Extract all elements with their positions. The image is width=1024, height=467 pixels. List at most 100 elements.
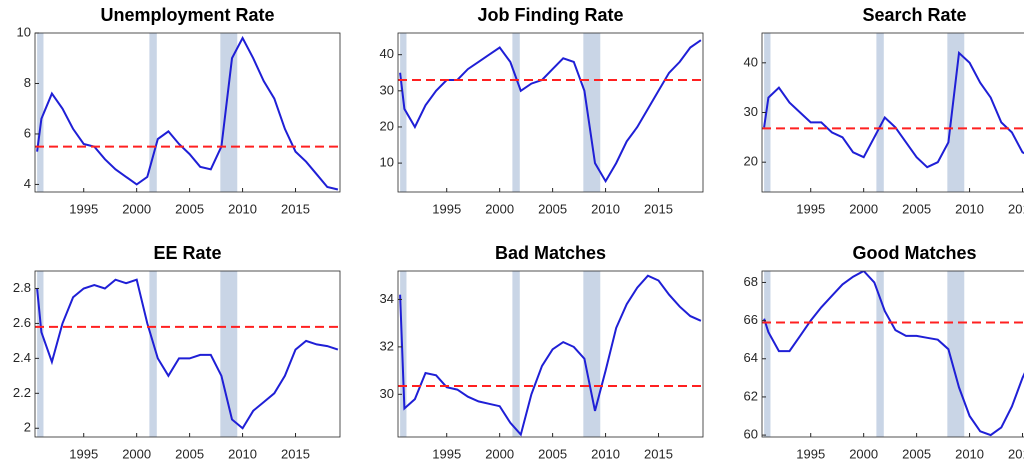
y-tick-label: 2.2	[13, 385, 31, 400]
x-tick-label: 2015	[644, 446, 673, 461]
recession-band	[512, 33, 520, 192]
recession-band	[220, 33, 238, 192]
recession-band	[400, 33, 407, 192]
y-tick-label: 40	[380, 46, 394, 61]
x-tick-label: 2000	[849, 201, 878, 216]
x-tick-label: 2015	[644, 201, 673, 216]
x-tick-label: 2000	[122, 201, 151, 216]
recession-band	[947, 33, 965, 192]
y-tick-label: 60	[744, 427, 758, 442]
x-tick-label: 2000	[122, 446, 151, 461]
panel: EE Rate 2 2.2 2.4 2.6 2.8 1995 2000 2005 2010 2015	[13, 243, 341, 461]
x-tick-label: 2010	[228, 201, 257, 216]
x-tick-label: 2010	[591, 446, 620, 461]
y-tick-label: 2.4	[13, 350, 31, 365]
recession-band	[876, 271, 884, 437]
y-tick-label: 32	[380, 338, 394, 353]
recession-band	[37, 33, 44, 192]
x-tick-label: 2010	[228, 446, 257, 461]
recession-band	[764, 271, 771, 437]
y-tick-label: 4	[24, 176, 31, 191]
series-line	[399, 274, 702, 437]
x-tick-label: 2015	[281, 201, 310, 216]
plot-area	[762, 271, 1024, 437]
axes-box	[397, 32, 704, 193]
plot-area	[398, 33, 703, 192]
x-tick-label: 1995	[796, 201, 825, 216]
panel: Good Matches 60 62 64 66 68 1995 2000 2005 2010 20…	[744, 243, 1024, 461]
x-tick-label: 2015	[1008, 446, 1024, 461]
series-line	[763, 50, 1024, 169]
x-tick-label: 1995	[69, 201, 98, 216]
x-tick-label: 2010	[591, 201, 620, 216]
panel-title: Search Rate	[862, 5, 966, 25]
x-tick-label: 1995	[796, 446, 825, 461]
x-tick-label: 2000	[485, 446, 514, 461]
x-tick-label: 2015	[281, 446, 310, 461]
panel: Bad Matches 30 32 34 1995 2000 2005 2010 2015	[380, 243, 704, 461]
axes-box	[34, 32, 341, 193]
axes-box	[397, 270, 704, 438]
panel: Job Finding Rate 10 20 30 40 1995 2000 2005 2010…	[380, 5, 704, 216]
x-tick-label: 2010	[955, 446, 984, 461]
recession-band	[583, 271, 601, 437]
y-tick-label: 62	[744, 388, 758, 403]
x-tick-label: 2005	[175, 201, 204, 216]
y-tick-label: 20	[380, 118, 394, 133]
recession-band	[37, 271, 44, 437]
plot-area	[35, 271, 340, 437]
y-tick-label: 10	[17, 24, 31, 39]
x-tick-label: 2000	[485, 201, 514, 216]
recession-band	[947, 271, 965, 437]
y-tick-label: 40	[744, 54, 758, 69]
y-tick-label: 2.6	[13, 315, 31, 330]
axes-box	[761, 270, 1024, 438]
x-tick-label: 1995	[69, 446, 98, 461]
y-tick-label: 6	[24, 125, 31, 140]
series-line	[763, 271, 1024, 437]
y-tick-label: 10	[380, 155, 394, 170]
plot-area	[35, 33, 340, 192]
panel-title: Good Matches	[852, 243, 976, 263]
x-tick-label: 2005	[902, 446, 931, 461]
x-tick-label: 2010	[955, 201, 984, 216]
x-tick-label: 2015	[1008, 201, 1024, 216]
recession-band	[149, 33, 157, 192]
recession-band	[583, 33, 601, 192]
panel-title: Job Finding Rate	[478, 5, 624, 25]
x-tick-label: 2005	[538, 446, 567, 461]
y-tick-label: 66	[744, 312, 758, 327]
y-tick-label: 64	[744, 350, 758, 365]
axes-box	[34, 270, 341, 438]
recession-band	[512, 271, 520, 437]
x-tick-label: 2005	[902, 201, 931, 216]
series-line	[36, 35, 339, 191]
x-tick-label: 2000	[849, 446, 878, 461]
series-line	[36, 278, 339, 430]
y-tick-label: 30	[380, 82, 394, 97]
recession-band	[220, 271, 238, 437]
y-tick-label: 2	[24, 420, 31, 435]
panel-title: Unemployment Rate	[100, 5, 274, 25]
x-tick-label: 2005	[175, 446, 204, 461]
recession-band	[149, 271, 157, 437]
y-tick-label: 8	[24, 75, 31, 90]
plot-area	[762, 33, 1024, 192]
y-tick-label: 2.8	[13, 280, 31, 295]
panel-title: Bad Matches	[495, 243, 606, 263]
recession-band	[764, 33, 771, 192]
y-tick-label: 34	[380, 291, 394, 306]
x-tick-label: 1995	[432, 446, 461, 461]
y-tick-label: 30	[380, 386, 394, 401]
y-tick-label: 68	[744, 274, 758, 289]
x-tick-label: 2005	[538, 201, 567, 216]
panel: Search Rate 20 30 40 1995 2000 2005 2010 2015	[744, 5, 1024, 216]
plot-area	[398, 271, 703, 437]
y-tick-label: 20	[744, 154, 758, 169]
y-tick-label: 30	[744, 104, 758, 119]
series-line	[399, 39, 702, 184]
x-tick-label: 1995	[432, 201, 461, 216]
recession-band	[876, 33, 884, 192]
panel: Unemployment Rate 4 6 8 10 1995 2000 2005 2010 20…	[17, 5, 341, 216]
